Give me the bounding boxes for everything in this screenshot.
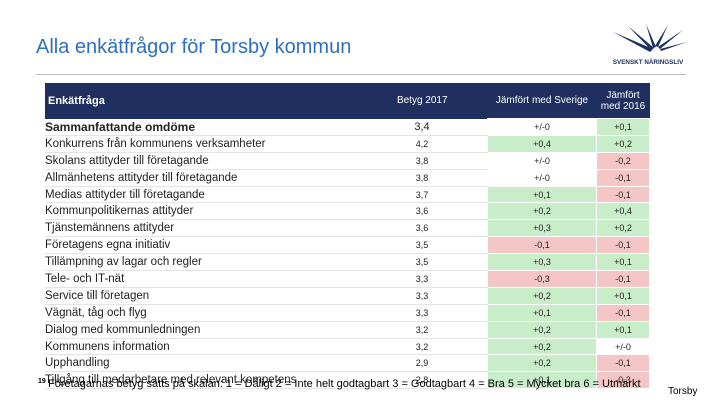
change: +0,1 [596,320,650,339]
score: 3,2 [357,338,488,356]
change: +/-0 [487,168,597,187]
page-number: 19 [38,378,46,385]
change: -0,1 [596,236,650,255]
score: 2,9 [357,354,488,373]
change: -0,1 [596,303,650,322]
score: 3,5 [357,236,488,255]
row: Tele- och IT-nät 3,3 -0,3 -0,1 [45,270,650,288]
question: Tele- och IT-nät [45,270,357,288]
survey-table: Enkätfråga Betyg 2017 Jämfört med Sverig… [45,83,650,390]
change: +0,2 [596,219,650,238]
change: +0,1 [487,371,597,390]
municipality: Torsby [668,386,698,397]
question: Allmänhetens attityder till företagande [45,169,357,187]
question: Medias attityder till företagande [45,186,357,204]
change: +0,1 [596,286,650,305]
change: +0,1 [596,118,650,136]
change: +0,2 [487,286,597,305]
change: +0,2 [487,337,597,356]
change: +0,3 [487,219,597,238]
column-header: Betyg 2017 [357,83,488,119]
change: -0,2 [596,151,650,170]
change: -0,3 [487,270,597,288]
question: Skolans attityder till företagande [45,152,357,170]
row: Konkurrens från kommunens verksamheter 4,… [45,134,650,153]
footnote: Företagarnas betyg sätts på skalan: 1 = … [48,378,641,390]
change: +0,2 [596,134,650,153]
score: 4,2 [357,135,488,153]
question: Upphandling [45,354,357,373]
score: 2,8 [357,371,488,390]
question: Tillämpning av lagar och regler [45,253,357,272]
question: Service till företagen [45,287,357,305]
score: 3,7 [357,186,488,204]
change: +/-0 [487,151,597,170]
score: 3,4 [357,118,488,136]
change: +0,4 [487,134,597,153]
change: -0,3 [596,371,650,390]
change: -0,1 [596,185,650,204]
question: Kommunens information [45,338,357,356]
question: Vägnät, tåg och flyg [45,304,357,322]
row: Sammanfattande omdöme 3,4 +/-0 +0,1 [45,118,650,136]
row: Upphandling 2,9 +0,2 -0,1 [45,354,650,373]
row: Kommunens information 3,2 +0,2 +/-0 [45,337,650,356]
change: -0,1 [596,270,650,288]
change: +0,2 [487,320,597,339]
row: Service till företagen 3,3 +0,2 +0,1 [45,286,650,305]
score: 3,5 [357,253,488,272]
change: -0,1 [487,236,597,255]
change: +0,1 [596,253,650,272]
change: +0,2 [487,354,597,373]
row: Medias attityder till företagande 3,7 +0,1… [45,185,650,204]
score: 3,8 [357,152,488,170]
row: Vägnät, tåg och flyg 3,3 +0,1 -0,1 [45,303,650,322]
row: Skolans attityder till företagande 3,8 +/-… [45,151,650,170]
row: Tillämpning av lagar och regler 3,5 +0,3 +0… [45,253,650,272]
question: Tjänstemännens attityder [45,219,357,238]
row: Allmänhetens attityder till företagande 3… [45,168,650,187]
question: Tillgång till medarbetare med relevant k… [45,371,357,390]
question: Konkurrens från kommunens verksamheter [45,135,357,153]
change: +/-0 [487,118,597,136]
change: +0,1 [487,303,597,322]
title: Alla enkätfrågor för Torsby kommun [36,36,352,58]
row: Tjänstemännens attityder 3,6 +0,3 +0,2 [45,219,650,238]
question: Dialog med kommunledningen [45,321,357,339]
score: 3,8 [357,169,488,187]
score: 3,3 [357,304,488,322]
question: Företagens egna initiativ [45,236,357,255]
logo: SVENSKT NÄRINGSLIV [613,24,687,66]
question: Kommunpolitikernas attityder [45,202,357,221]
logo-text: SVENSKT NÄRINGSLIV [613,58,684,66]
change: +0,1 [487,185,597,204]
change: +/-0 [596,337,650,356]
change: +0,4 [596,202,650,221]
column-header: Jämfört med 2016 [596,83,650,119]
score: 3,3 [357,270,488,288]
change: +0,3 [487,253,597,272]
score: 3,6 [357,202,488,221]
rule [36,74,686,75]
row: Kommunpolitikernas attityder 3,6 +0,2 +0,4 [45,202,650,221]
column-header: Jämfört med Sverige [487,83,597,119]
score: 3,2 [357,321,488,339]
question: Sammanfattande omdöme [45,118,357,136]
score: 3,6 [357,219,488,238]
row: Företagens egna initiativ 3,5 -0,1 -0,1 [45,236,650,255]
change: +0,2 [487,202,597,221]
change: -0,1 [596,354,650,373]
row: Tillgång till medarbetare med relevant k… [45,371,650,390]
row: Dialog med kommunledningen 3,2 +0,2 +0,1 [45,320,650,339]
change: -0,1 [596,168,650,187]
column-header: Enkätfråga [45,83,357,119]
score: 3,3 [357,287,488,305]
